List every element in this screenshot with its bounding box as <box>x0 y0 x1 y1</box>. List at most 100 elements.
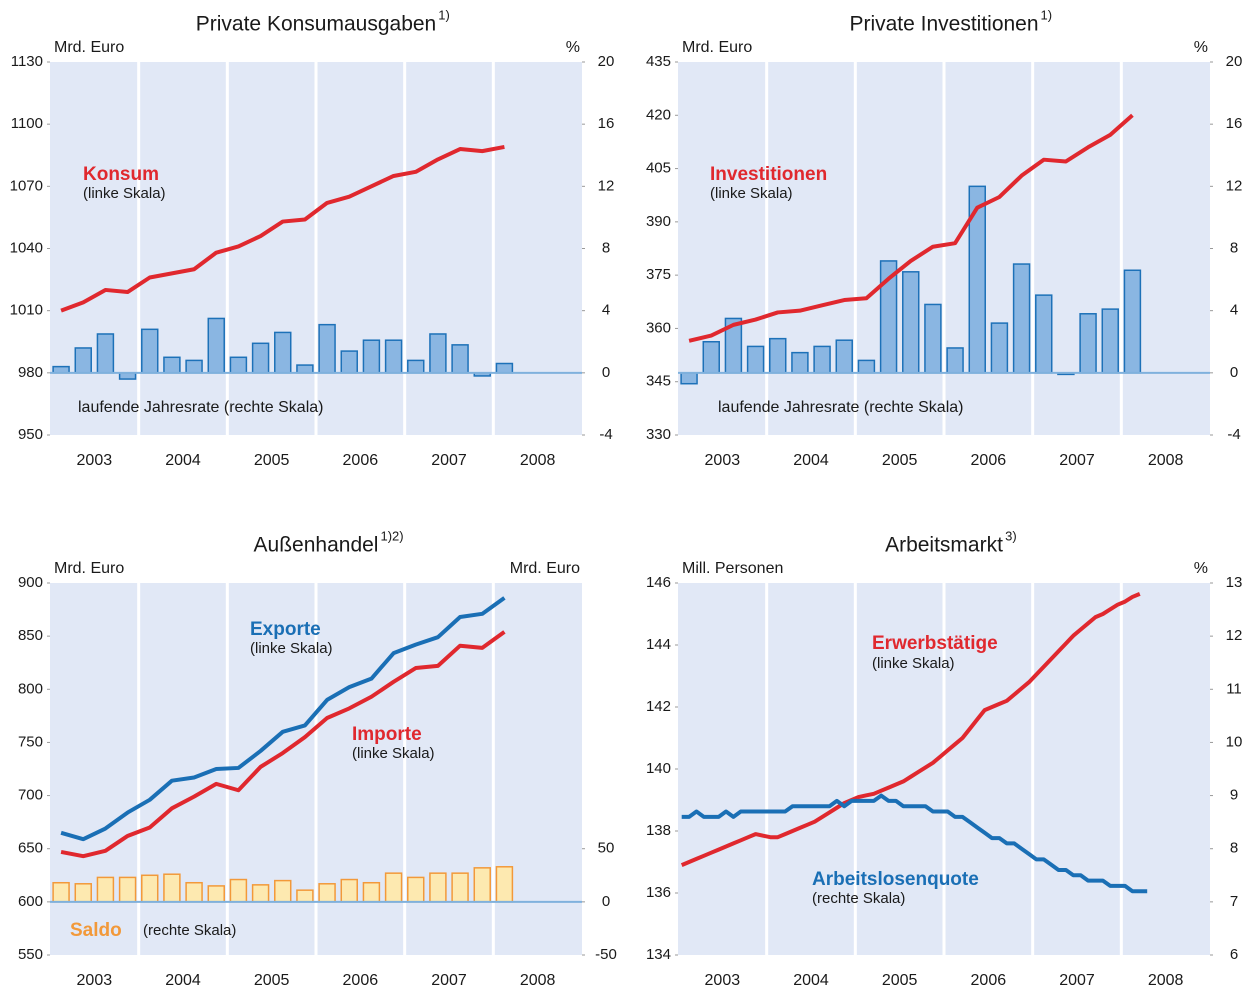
y-tick-label: 700 <box>18 787 43 804</box>
bar <box>340 350 358 374</box>
bar <box>362 881 381 903</box>
x-tick-label: 2007 <box>431 972 467 988</box>
y2-tick-label: 12 <box>1226 627 1243 644</box>
bar <box>362 339 381 374</box>
bar <box>746 345 765 374</box>
series-label: Importe <box>352 724 422 745</box>
x-tick-label: 2006 <box>343 972 379 988</box>
y-axis-label: Mrd. Euro <box>54 560 124 577</box>
series-label: Saldo <box>70 920 122 941</box>
bar <box>1035 294 1053 374</box>
bar <box>229 878 248 903</box>
bar <box>185 881 203 903</box>
bar <box>1079 313 1097 374</box>
y2-tick-label: 16 <box>598 115 615 132</box>
bar <box>680 372 698 385</box>
x-tick-label: 2004 <box>165 972 201 988</box>
y2-tick-label: 8 <box>602 239 610 256</box>
y-tick-label: 800 <box>18 680 43 697</box>
bar <box>318 883 336 903</box>
bar <box>96 333 115 374</box>
x-tick-label: 2008 <box>1148 972 1184 988</box>
y-tick-label: 330 <box>646 426 671 443</box>
x-tick-label: 2004 <box>165 452 201 469</box>
line-series <box>680 592 1141 867</box>
bar <box>451 872 469 903</box>
line-series <box>60 144 505 313</box>
bar <box>702 341 720 374</box>
line-series <box>60 630 506 859</box>
y-tick-label: 360 <box>646 319 671 336</box>
y2-tick-label: 0 <box>1230 364 1238 381</box>
y-tick-label: 600 <box>18 893 43 910</box>
y2-tick-label: 13 <box>1226 574 1243 591</box>
series-label: laufende Jahresrate (rechte Skala) <box>718 399 963 416</box>
bar <box>163 356 181 374</box>
x-tick-label: 2006 <box>971 452 1007 469</box>
y-axis-label: Mrd. Euro <box>682 39 752 56</box>
bar <box>274 331 292 374</box>
title-note: 1) <box>1041 7 1053 22</box>
y2-tick-label: -50 <box>595 946 617 963</box>
bar <box>835 339 853 374</box>
y2-axis-label: % <box>1194 560 1208 577</box>
y2-tick-label: 20 <box>598 53 615 70</box>
y-axis-label: Mrd. Euro <box>54 39 124 56</box>
y2-tick-label: 6 <box>1230 946 1238 963</box>
y-tick-label: 1040 <box>10 239 43 256</box>
series-note: (linke Skala) <box>352 745 435 762</box>
y-tick-label: 900 <box>18 574 43 591</box>
x-tick-label: 2003 <box>705 972 741 988</box>
bar <box>74 883 92 903</box>
chart-title: Arbeitsmarkt <box>885 534 1003 557</box>
series-label: laufende Jahresrate (rechte Skala) <box>78 399 323 416</box>
bar <box>296 889 314 903</box>
bar <box>769 337 787 374</box>
line-series <box>688 113 1134 343</box>
bar <box>74 347 92 374</box>
y2-tick-label: 7 <box>1230 893 1238 910</box>
title-note: 1) <box>438 7 450 22</box>
bar <box>451 344 469 374</box>
y2-tick-label: 11 <box>1226 680 1242 697</box>
y-tick-label: 1010 <box>10 302 43 319</box>
bar <box>384 339 403 374</box>
x-tick-label: 2007 <box>431 452 467 469</box>
x-tick-label: 2003 <box>705 452 741 469</box>
bar <box>318 323 336 374</box>
x-tick-label: 2005 <box>882 452 918 469</box>
y-tick-label: 140 <box>646 760 671 777</box>
x-tick-label: 2003 <box>77 972 113 988</box>
line-series <box>681 793 1148 894</box>
series-note: (linke Skala) <box>250 640 333 657</box>
bar <box>429 872 447 903</box>
bar <box>429 333 447 374</box>
y2-axis-label: Mrd. Euro <box>510 560 580 577</box>
y-tick-label: 550 <box>18 946 43 963</box>
bar <box>1101 308 1119 374</box>
series-label: Exporte <box>250 619 321 640</box>
y-tick-label: 136 <box>646 884 671 901</box>
y-tick-label: 435 <box>646 53 671 70</box>
chart-title: Private Konsumausgaben <box>196 13 437 36</box>
series-note: (linke Skala) <box>83 185 166 202</box>
bar <box>251 342 270 374</box>
y-tick-label: 980 <box>18 364 43 381</box>
y2-tick-label: 9 <box>1230 787 1238 804</box>
y-tick-label: 146 <box>646 574 671 591</box>
title-note: 3) <box>1005 528 1017 543</box>
bar <box>407 359 425 374</box>
bar <box>407 876 425 903</box>
y2-tick-label: -4 <box>599 426 612 443</box>
y-tick-label: 134 <box>646 946 671 963</box>
bar <box>296 364 314 374</box>
y-tick-label: 950 <box>18 426 43 443</box>
y2-tick-label: 0 <box>602 893 610 910</box>
x-tick-label: 2005 <box>254 452 290 469</box>
bar <box>1123 269 1142 374</box>
y-tick-label: 144 <box>646 636 671 653</box>
y2-axis-label: % <box>566 39 580 56</box>
chart-title: Außenhandel <box>254 534 379 557</box>
y-tick-label: 345 <box>646 373 671 390</box>
